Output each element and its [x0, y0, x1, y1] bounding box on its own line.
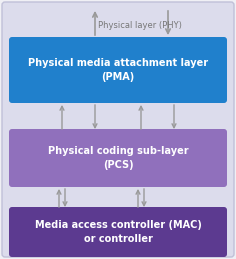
FancyBboxPatch shape	[9, 37, 227, 103]
Text: Physical coding sub-layer
(PCS): Physical coding sub-layer (PCS)	[48, 146, 188, 170]
FancyBboxPatch shape	[2, 2, 234, 257]
FancyBboxPatch shape	[9, 129, 227, 187]
Text: Physical media attachment layer
(PMA): Physical media attachment layer (PMA)	[28, 58, 208, 82]
Text: Media access controller (MAC)
or controller: Media access controller (MAC) or control…	[34, 220, 202, 244]
FancyBboxPatch shape	[9, 207, 227, 257]
Text: Physical layer (PHY): Physical layer (PHY)	[98, 21, 182, 31]
